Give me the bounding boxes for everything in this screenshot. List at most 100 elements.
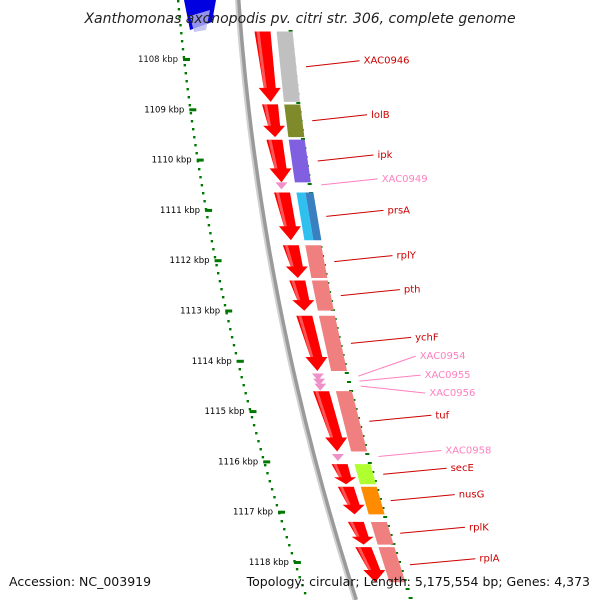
tick-mark: [249, 410, 257, 414]
tick-mark: [196, 158, 204, 162]
tick-label: 1116 kbp: [218, 457, 258, 467]
label-leader-line: [317, 154, 374, 162]
tick-dot: [344, 372, 349, 374]
label-leader-line: [390, 494, 455, 502]
gene-label: XAC0954: [420, 351, 466, 362]
tick-mark: [225, 309, 233, 313]
tick-dot: [264, 464, 267, 467]
gene-label: tuf: [435, 410, 449, 421]
tick-dot: [383, 516, 388, 518]
tick-dot: [185, 80, 188, 83]
tick-dot: [194, 144, 197, 147]
tick-dot: [307, 183, 312, 185]
tick-dot: [195, 152, 198, 155]
tick-dot: [183, 64, 186, 67]
tick-dot: [217, 272, 220, 275]
gene-arrow-highlight: [349, 521, 360, 537]
gene-arrow-highlight: [298, 315, 314, 358]
tick-dot: [303, 592, 307, 595]
tick-dot: [242, 384, 245, 387]
tick-dot: [225, 312, 228, 315]
tick-label: 1110 kbp: [152, 156, 192, 166]
tick-dot: [290, 552, 294, 555]
tick-dot: [212, 248, 215, 251]
gene-label: nusG: [459, 490, 485, 501]
tick-mark: [189, 108, 197, 112]
cog-category-box: [360, 486, 385, 515]
tick-dot: [248, 408, 252, 411]
tick-dot: [250, 416, 254, 419]
tick-dot: [190, 120, 194, 123]
pseudogene-marker: [331, 454, 344, 462]
tick-dot: [301, 138, 305, 140]
tick-dot: [210, 240, 214, 243]
gene-label: ychF: [415, 332, 439, 343]
pseudogene-marker: [311, 373, 324, 381]
gene-arrow-highlight: [268, 139, 278, 169]
partial-gene-arrow: [190, 10, 210, 32]
tick-dot: [255, 432, 258, 435]
genome-title: Xanthomonas axonopodis pv. citri str. 30…: [83, 11, 515, 27]
tick-dot: [220, 288, 223, 291]
gene-label: XAC0958: [445, 446, 491, 457]
cog-category-box: [318, 315, 348, 372]
tick-dot: [182, 56, 186, 59]
gene-label: rplY: [397, 251, 417, 262]
tick-dot: [367, 462, 372, 464]
tick-dot: [200, 184, 204, 187]
tick-dot: [181, 48, 185, 51]
label-leader-line: [360, 385, 426, 394]
tick-dot: [193, 136, 196, 139]
label-leader-line: [340, 289, 400, 297]
tick-label: 1108 kbp: [138, 55, 178, 65]
tick-dot: [227, 320, 230, 323]
tick-dot: [192, 128, 195, 131]
tick-dot: [177, 0, 180, 3]
genome-backbone: [184, 0, 358, 600]
tick-dot: [230, 336, 234, 339]
tick-dot: [365, 453, 370, 455]
tick-dot: [280, 520, 283, 523]
tick-dot: [188, 104, 191, 107]
gene-label: lolB: [371, 110, 390, 121]
tick-dot: [252, 424, 256, 427]
tick-mark: [214, 259, 222, 263]
tick-mark: [293, 561, 301, 564]
tick-dot: [178, 16, 181, 19]
tick-dot: [218, 280, 222, 283]
tick-dot: [273, 496, 276, 499]
tick-dot: [180, 32, 183, 35]
tick-dot: [232, 344, 236, 347]
tick-dot: [198, 168, 201, 171]
tick-dot: [238, 368, 241, 371]
tick-dot: [244, 392, 247, 395]
gene-label: rplA: [479, 554, 499, 565]
gene-arrow-highlight: [284, 245, 294, 267]
cog-category-box: [284, 104, 305, 138]
tick-dot: [209, 232, 212, 235]
gene-arrow-highlight: [264, 104, 272, 126]
cog-category-box: [305, 192, 322, 241]
gene-label: XAC0949: [382, 174, 428, 185]
gene-label: prsA: [388, 205, 411, 216]
tick-dot: [246, 400, 249, 403]
label-leader-line: [321, 178, 378, 186]
tick-dot: [261, 456, 265, 459]
label-leader-line: [358, 355, 416, 377]
tick-dot: [203, 200, 206, 203]
tick-label: 1117 kbp: [233, 508, 273, 518]
label-leader-line: [400, 526, 466, 534]
gene-arrow-highlight: [276, 192, 287, 227]
tick-dot: [223, 304, 227, 307]
tick-dot: [186, 88, 189, 91]
tick-dot: [283, 528, 286, 531]
tick-dot: [206, 216, 209, 219]
tick-label: 1115 kbp: [204, 407, 244, 417]
tick-dot: [285, 536, 288, 539]
tick-dot: [189, 112, 193, 115]
gene-label: XAC0955: [425, 370, 471, 381]
tick-dot: [405, 588, 410, 590]
accession-text: Accession: NC_003919: [9, 574, 151, 589]
tick-label: 1118 kbp: [249, 558, 289, 568]
gene-label: XAC0956: [429, 388, 475, 399]
